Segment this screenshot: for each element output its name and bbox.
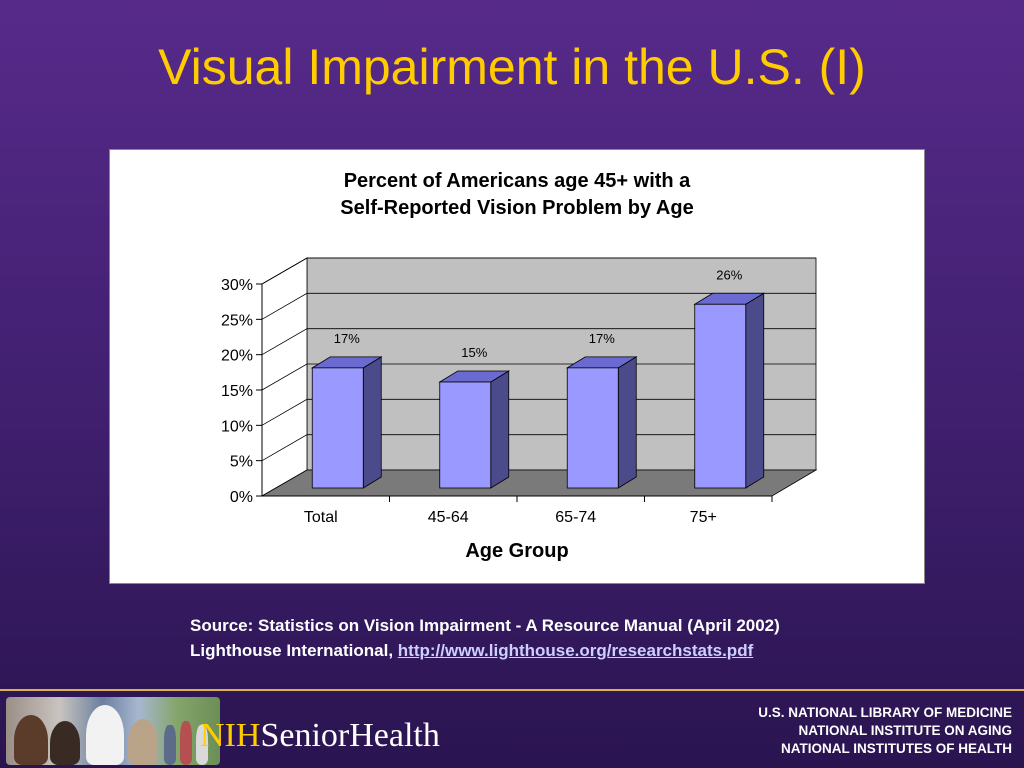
data-label: 26%: [716, 267, 742, 282]
gridline: [261, 328, 816, 356]
gridline: [261, 434, 816, 462]
bar-side: [490, 370, 510, 489]
y-tick-label: 15%: [221, 383, 253, 400]
gridline: [261, 398, 816, 426]
bar: [311, 367, 364, 489]
bar-side: [745, 292, 765, 489]
nihseniorhealth-logo: NIHSeniorHealth: [200, 716, 440, 756]
chart-panel: Percent of Americans age 45+ with a Self…: [109, 149, 925, 584]
source-line-2: Lighthouse International, http://www.lig…: [190, 638, 780, 663]
x-axis-label: Age Group: [465, 540, 568, 562]
source-link[interactable]: http://www.lighthouse.org/researchstats.…: [397, 641, 754, 660]
bar: [694, 303, 747, 489]
gridline: [261, 257, 816, 285]
y-tick-label: 10%: [221, 418, 253, 435]
bar: [439, 381, 492, 489]
org-nlm: U.S. NATIONAL LIBRARY OF MEDICINE: [758, 705, 1012, 720]
plot-area: 0% 5% 10% 15% 20% 25% 30% 17% Total 15% 45-64 17% 65…: [221, 257, 818, 526]
chart-title-line2: Self-Reported Vision Problem by Age: [340, 197, 693, 219]
organization-list: U.S. NATIONAL LIBRARY OF MEDICINE NATION…: [758, 704, 1012, 758]
y-tick-label: 30%: [221, 277, 253, 294]
bar-chart: Percent of Americans age 45+ with a Self…: [221, 170, 818, 562]
bar-side: [617, 356, 637, 489]
source-line-1: Source: Statistics on Vision Impairment …: [190, 616, 780, 635]
source-publisher: Lighthouse International,: [190, 641, 398, 660]
gridline: [261, 363, 816, 391]
y-tick-label: 0%: [230, 489, 253, 506]
slide-title: Visual Impairment in the U.S. (I): [158, 39, 866, 95]
chart-title-line1: Percent of Americans age 45+ with a: [344, 170, 691, 192]
data-label: 15%: [461, 345, 487, 360]
footer-divider: [0, 689, 1024, 691]
gridline: [261, 292, 816, 320]
data-label: 17%: [334, 331, 360, 346]
org-nih: NATIONAL INSTITUTES OF HEALTH: [781, 741, 1012, 756]
seniors-photo: [6, 697, 220, 765]
logo-nih: NIH: [200, 717, 261, 754]
logo-seniorhealth: SeniorHealth: [260, 717, 440, 754]
bar: [566, 367, 619, 489]
org-nia: NATIONAL INSTITUTE ON AGING: [798, 723, 1013, 738]
x-tick-label: 65-74: [555, 509, 596, 526]
x-tick-label: 75+: [690, 509, 717, 526]
source-citation: Source: Statistics on Vision Impairment …: [190, 613, 780, 663]
data-label: 17%: [589, 331, 615, 346]
y-tick-label: 25%: [221, 312, 253, 329]
y-tick-label: 5%: [230, 454, 253, 471]
bar-side: [362, 356, 382, 489]
x-tick-label: Total: [304, 509, 338, 526]
y-tick-label: 20%: [221, 348, 253, 365]
x-tick-label: 45-64: [428, 509, 469, 526]
